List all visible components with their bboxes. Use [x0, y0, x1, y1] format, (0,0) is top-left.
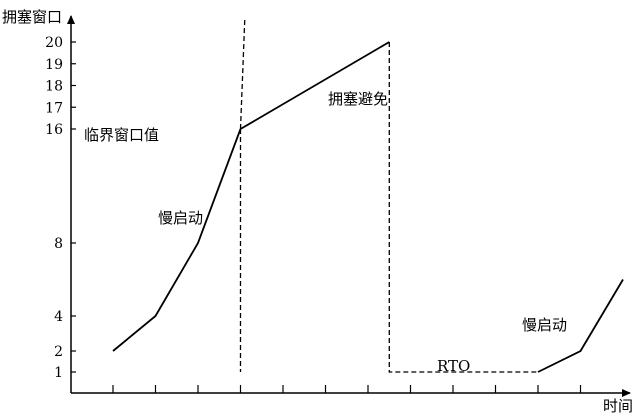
- y-tick-label: 1: [54, 365, 63, 381]
- annotation-rto: RTO: [437, 357, 470, 375]
- y-tick-label: 16: [45, 122, 63, 138]
- series-solid-segment: [112, 128, 242, 352]
- annotation-threshold: 临界窗口值: [84, 126, 159, 144]
- series-dashed-segment: [388, 42, 538, 373]
- y-tick-label: 4: [54, 309, 63, 325]
- y-tick-label: 17: [45, 100, 63, 116]
- annotation-congestion-avoidance: 拥塞避免: [328, 90, 388, 108]
- y-tick-label: 20: [45, 35, 63, 51]
- series-lines: [112, 19, 624, 373]
- series-solid-segment: [537, 279, 624, 373]
- y-ticks: 1 2 4 8 16 17 18 19 20: [45, 35, 76, 381]
- threshold-dashed-line: [239, 19, 246, 130]
- series-solid-segment: [240, 41, 390, 130]
- y-tick-label: 2: [54, 344, 63, 360]
- y-tick-label: 8: [54, 236, 63, 252]
- y-axis-label: 拥塞窗口: [2, 8, 62, 26]
- annotation-slow-start-1: 慢启动: [158, 209, 203, 227]
- y-tick-label: 18: [45, 79, 63, 95]
- x-axis-label: 时间: [603, 397, 633, 415]
- annotation-slow-start-2: 慢启动: [522, 316, 567, 334]
- x-ticks: [112, 385, 582, 393]
- y-tick-label: 19: [45, 57, 63, 73]
